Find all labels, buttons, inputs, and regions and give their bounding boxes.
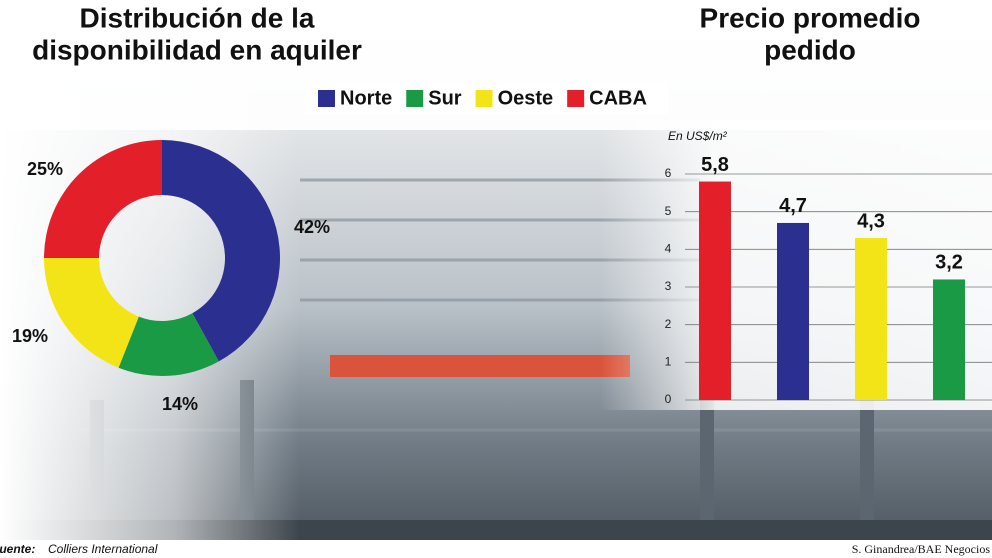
legend-swatch [406,90,424,107]
source-text: Colliers International [48,542,158,556]
donut-segment [162,140,280,362]
chart-title: pedido [764,34,856,65]
bar [855,238,887,400]
chart-title: Precio promedio [700,2,921,33]
legend-swatch [318,90,335,107]
legend-label: CABA [589,87,647,109]
y-tick-label: 1 [665,355,672,369]
y-tick-label: 0 [665,392,672,406]
source-label: Fuente: [0,542,35,556]
y-tick-label: 2 [665,317,672,331]
legend-label: Sur [428,87,462,109]
value-label: 19% [12,326,48,346]
bar [699,181,731,400]
legend-swatch [475,90,493,107]
credit: S. Ginandrea/BAE Negocios [852,542,991,556]
donut-segment [118,313,219,376]
bar [777,222,809,400]
y-tick-label: 5 [665,204,672,218]
value-label: 4,3 [857,210,885,232]
y-tick-label: 3 [665,279,672,293]
axis-label: En US$/m² [668,129,728,143]
value-label: 14% [162,394,198,414]
legend-label: Norte [340,87,392,109]
chart-title: disponibilidad en aquiler [32,34,362,65]
donut-segment [43,258,139,368]
value-label: 25% [27,159,63,179]
value-label: 5,8 [701,154,729,176]
y-tick-label: 4 [665,242,672,256]
value-label: 3,2 [935,252,963,274]
legend-label: Oeste [498,87,554,109]
bar [933,279,965,400]
legend-swatch [567,90,585,107]
chart-title: Distribución de la [80,2,315,33]
donut-segment [44,140,162,258]
value-label: 42% [294,217,330,237]
y-tick-label: 6 [665,166,672,180]
value-label: 4,7 [779,195,807,217]
